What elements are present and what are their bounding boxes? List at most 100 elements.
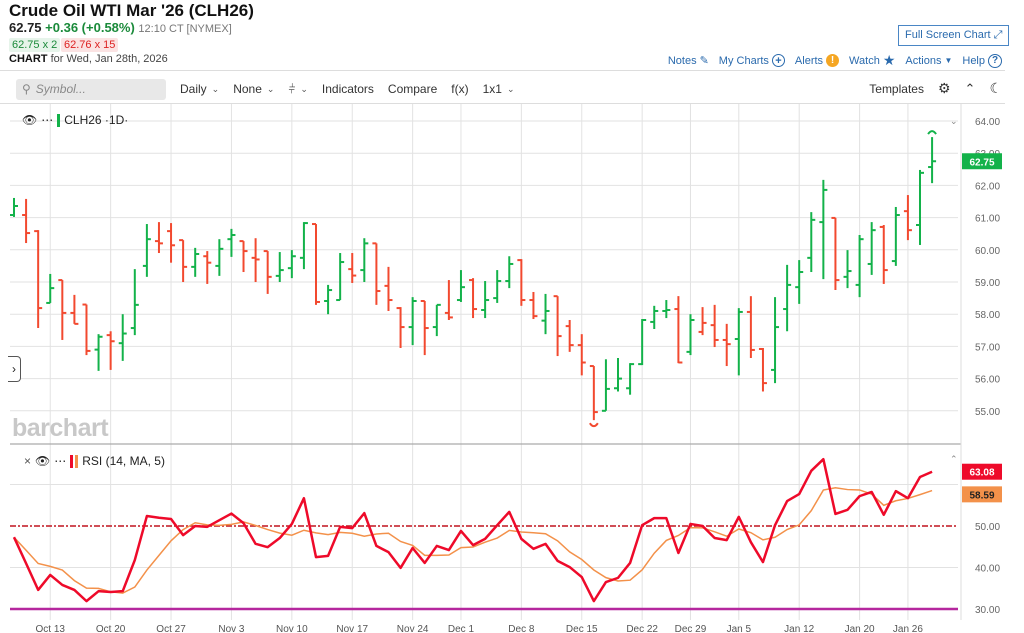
x-axis-tick-label: Oct 13 [36,624,66,633]
ohlc-bar [758,347,767,392]
alerts-link[interactable]: Alerts! [794,54,840,67]
x-axis-tick-label: Oct 27 [156,624,186,633]
help-link[interactable]: Help? [962,53,1002,68]
ohlc-bar [154,222,163,254]
actions-label: Actions [905,54,942,67]
layout-dropdown[interactable]: 1x1 ⌄ [483,82,515,96]
price-axis-label: 56.00 [975,375,1000,386]
x-axis-tick-label: Dec 29 [675,624,707,633]
last-price-badge [962,153,1002,170]
ohlc-bar [142,224,151,277]
ohlc-bar [58,279,67,340]
price-bars [10,130,937,428]
indicators-label: Indicators [321,82,374,96]
compare-button[interactable]: Compare [388,82,437,96]
alerts-label: Alerts [794,54,824,67]
settings-gear-icon[interactable]: ⚙ [937,80,951,96]
ohlc-bar [203,251,212,284]
ohlc-bar [287,250,296,279]
ohlc-bar [577,334,586,376]
ohlc-bar [783,264,792,332]
ohlc-bar [348,253,357,283]
ohlc-bar [831,216,840,291]
interval-dropdown[interactable]: Daily ⌄ [180,82,219,96]
indicators-button[interactable]: Indicators [322,82,374,96]
last-price-label: 62.75 [969,157,994,168]
my-charts-link[interactable]: My Charts + [719,54,785,67]
x-axis-tick-label: Oct 20 [96,624,126,633]
close-icon[interactable]: × [24,454,32,468]
ohlc-bar-icon: ⫩ [288,81,296,96]
price-axis-label: 58.00 [975,310,1000,321]
ohlc-bar [239,240,248,273]
eye-icon[interactable]: 👁 [22,113,38,127]
x-axis-tick-label: Dec 15 [566,624,598,633]
ohlc-bar [517,259,526,306]
ohlc-bar [456,270,465,302]
ohlc-bar [589,365,598,421]
watch-label: Watch [849,54,880,67]
overlay-label: None [233,82,262,96]
ohlc-bar [674,296,683,364]
rsi-ma-line [13,487,933,594]
fx-label: f(x) [451,82,469,96]
watch-link[interactable]: Watch ★ [849,52,895,69]
chart-canvas[interactable]: Oct 13 Oct 20 Oct 27 Nov 3 Nov 10 Nov 17 Nov 2… [0,104,1024,633]
help-label: Help [962,54,985,67]
more-icon[interactable]: ⋯ [54,454,67,468]
x-axis-tick-label: Dec 8 [508,624,535,633]
axes: Oct 13 Oct 20 Oct 27 Nov 3 Nov 10 Nov 17 Nov 2… [36,116,1002,633]
bar-type-dropdown[interactable]: ⫩ ⌄ [288,82,307,97]
x-axis-tick-label: Jan 5 [727,624,752,633]
ohlc-bar [916,169,924,245]
price-legend: 👁 ⋯ CLH26 ·1D· [22,113,128,127]
ohlc-bar [94,334,103,371]
expand-icon: ⤢ [993,29,1003,41]
collapse-icon[interactable]: ⌃ [964,80,976,96]
top-links: Notes ✎ My Charts + Alerts! Watch ★ Actions… [668,52,1002,69]
ohlc-bar [541,293,550,335]
ohlc-bar [565,319,574,352]
ohlc-bar [746,296,755,358]
search-icon: ⚲ [22,82,31,96]
ohlc-bar [179,239,188,282]
overlay-dropdown[interactable]: None ⌄ [233,82,274,96]
ohlc-bar [795,260,804,304]
ohlc-bar [360,238,369,282]
ohlc-bar [698,307,707,336]
eye-icon[interactable]: 👁 [35,454,51,468]
interval-label: Daily [180,82,207,96]
ohlc-bar [22,198,31,244]
symbol-legend-label: CLH26 ·1D· [64,113,129,127]
ohlc-bar [336,253,345,302]
ohlc-bar [867,222,876,275]
bid-badge: 62.75 x 2 [9,38,61,52]
fx-button[interactable]: f(x) [451,82,468,96]
ohlc-bar [903,195,912,241]
more-icon[interactable]: ⋯ [41,113,54,127]
dark-mode-moon-icon[interactable]: ☾ [989,80,1002,96]
compare-label: Compare [387,82,438,96]
ohlc-bar [432,303,441,337]
notes-link[interactable]: Notes ✎ [668,54,709,68]
actions-menu[interactable]: Actions ▼ [905,55,952,67]
expand-sidebar-chevron-icon[interactable]: › [8,356,21,382]
symbol-search-input[interactable]: ⚲ Symbol... [16,78,166,100]
caret-down-icon: ▼ [944,56,953,65]
x-axis-tick-label: Dec 1 [448,624,475,633]
ma-value-label: 58.59 [969,490,994,501]
ohlc-bar [650,305,659,330]
ma-color-swatch [75,454,79,468]
rsi-axis-label: 30.00 [975,605,1000,616]
ohlc-bar [553,295,562,357]
ohlc-bar [734,308,743,376]
full-screen-chart-button[interactable]: Full Screen Chart ⤢ [898,25,1010,46]
ohlc-bar [384,266,393,311]
ask-badge: 62.76 x 15 [61,38,119,52]
series-color-swatch [57,113,61,127]
barchart-watermark-logo: barchart [12,414,109,442]
x-axis-tick-label: Nov 10 [276,624,308,633]
ma-value-badge [962,486,1002,503]
price-axis-label: 62.00 [975,181,1000,192]
templates-button[interactable]: Templates [869,81,924,96]
